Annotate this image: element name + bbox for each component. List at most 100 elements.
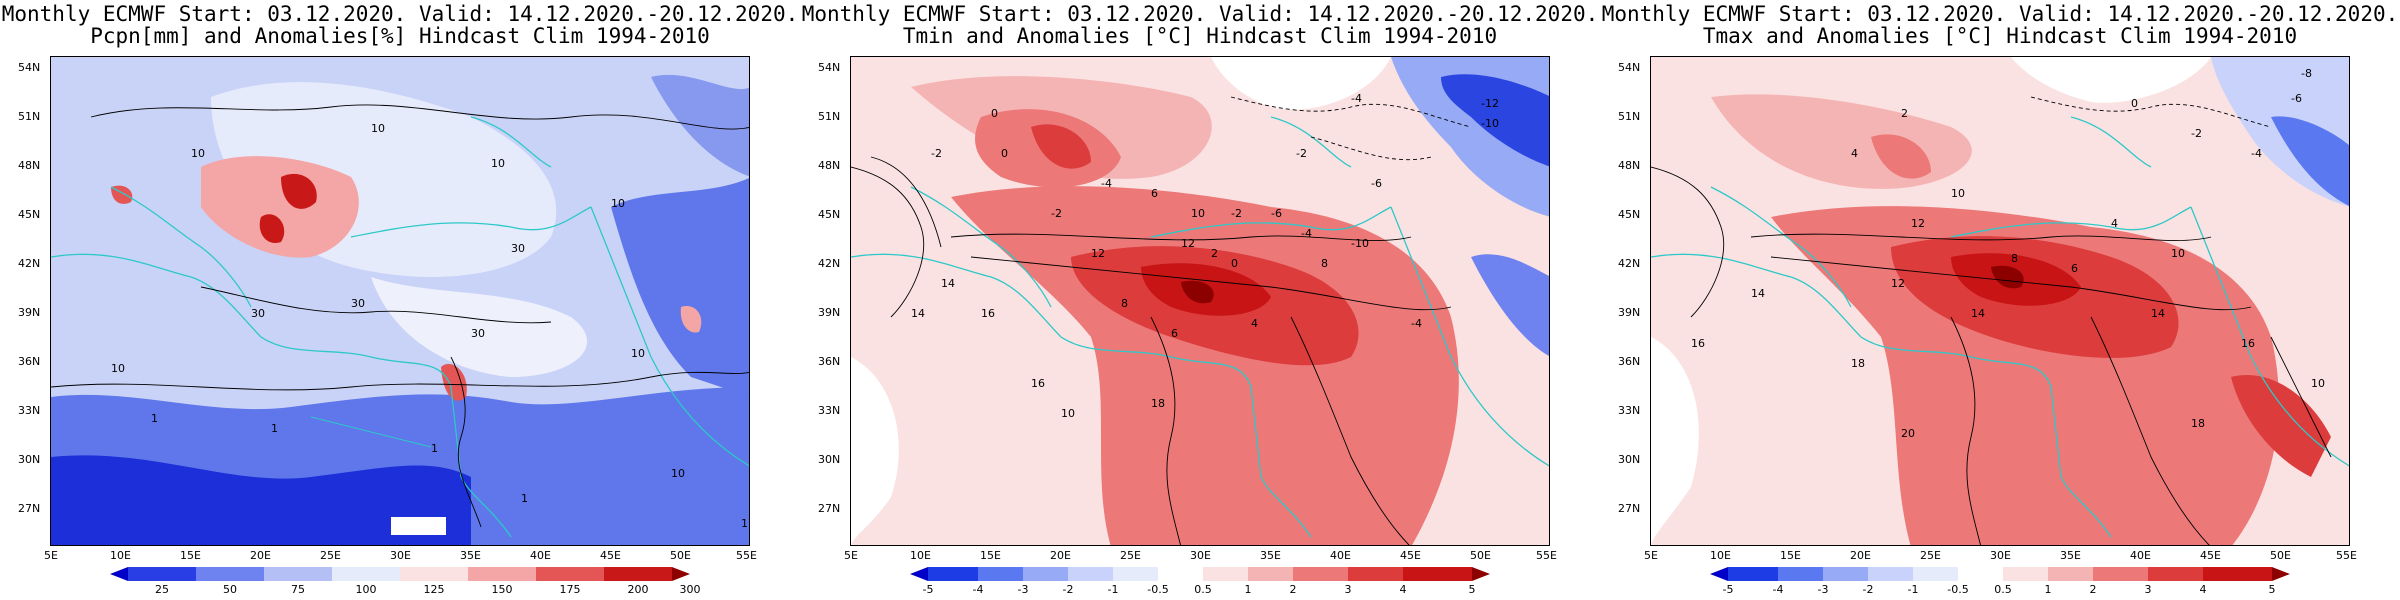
- contour-label: -6: [1271, 207, 1282, 220]
- lat-label: 42N: [18, 257, 41, 270]
- lon-label: 15E: [980, 549, 1001, 562]
- panel-title-line2: Pcpn[mm] and Anomalies[%] Hindcast Clim …: [90, 24, 710, 48]
- lon-label: 5E: [44, 549, 58, 562]
- colorbar-label: 3: [2144, 583, 2152, 596]
- contour-label: -4: [1301, 227, 1312, 240]
- colorbar-label: 5: [2268, 583, 2276, 596]
- lat-label: 45N: [18, 208, 41, 221]
- contour-label: 30: [471, 327, 485, 340]
- lon-label: 30E: [390, 549, 411, 562]
- colorbar-label: -1: [1907, 583, 1919, 596]
- contour-label: 10: [1191, 207, 1205, 220]
- colorbar-label: 4: [1399, 583, 1407, 596]
- lat-label: 39N: [818, 306, 841, 319]
- contour-label: 10: [2171, 247, 2185, 260]
- colorbar: [110, 567, 690, 581]
- contour-label: -6: [2291, 92, 2302, 105]
- contour-label: 4: [1851, 147, 1858, 160]
- colorbar-label: 50: [223, 583, 237, 596]
- lon-label: 45E: [600, 549, 621, 562]
- contour-label: 30: [511, 242, 525, 255]
- tmax-map[interactable]: 0 -2 -4 -6 -8 2 4 10 12 14 16 18 20 12 1…: [1650, 56, 2350, 546]
- panel-title-line1: Monthly ECMWF Start: 03.12.2020. Valid: …: [1601, 2, 2399, 26]
- lat-label: 42N: [1618, 257, 1641, 270]
- contour-label: 18: [1151, 397, 1165, 410]
- contour-label: 12: [1891, 277, 1905, 290]
- lat-label: 36N: [18, 355, 41, 368]
- panel-precipitation: Monthly ECMWF Start: 03.12.2020. Valid: …: [0, 0, 800, 600]
- contour-label: -2: [1051, 207, 1062, 220]
- contour-label: -2: [1296, 147, 1307, 160]
- contour-label: -2: [2191, 127, 2202, 140]
- colorbar-label: -1: [1107, 583, 1119, 596]
- colorbar-label: 125: [423, 583, 445, 596]
- contour-label: 14: [911, 307, 925, 320]
- lon-label: 20E: [1050, 549, 1071, 562]
- contour-label: 6: [2071, 262, 2078, 275]
- lon-label: 50E: [1470, 549, 1491, 562]
- contour-label: 2: [1901, 107, 1908, 120]
- contour-label: 12: [1911, 217, 1925, 230]
- lon-label: 35E: [460, 549, 481, 562]
- colorbar-label: -0.5: [1147, 583, 1169, 596]
- contour-label: 10: [191, 147, 205, 160]
- contour-label: 16: [981, 307, 995, 320]
- contour-label: 10: [631, 347, 645, 360]
- lat-label: 54N: [818, 61, 841, 74]
- contour-label: 2: [1211, 247, 1218, 260]
- contour-label: -4: [1351, 92, 1362, 105]
- colorbar-label: 150: [491, 583, 513, 596]
- contour-label: 20: [1901, 427, 1915, 440]
- contour-label: 0: [2131, 97, 2138, 110]
- contour-label: 12: [1181, 237, 1195, 250]
- contour-label: 0: [991, 107, 998, 120]
- lon-label: 30E: [1990, 549, 2011, 562]
- lat-label: 27N: [1618, 502, 1641, 515]
- contour-label: 14: [1751, 287, 1765, 300]
- colorbar-label: 0.5: [1194, 583, 1212, 596]
- lon-label: 15E: [1780, 549, 1801, 562]
- lat-label: 51N: [1618, 110, 1641, 123]
- lon-label: 45E: [2200, 549, 2221, 562]
- lat-label: 48N: [18, 159, 41, 172]
- lat-label: 42N: [818, 257, 841, 270]
- lat-label: 30N: [818, 453, 841, 466]
- colorbar-label: 25: [155, 583, 169, 596]
- tmin-map[interactable]: 0 -2 -4 -6 -12 -10 -2 0 -4 -2 6 10 14 12…: [850, 56, 1550, 546]
- contour-label: 10: [611, 197, 625, 210]
- lon-label: 30E: [1190, 549, 1211, 562]
- contour-label: 12: [1091, 247, 1105, 260]
- lon-label: 15E: [180, 549, 201, 562]
- contour-label: -2: [931, 147, 942, 160]
- lon-label: 50E: [2270, 549, 2291, 562]
- lat-label: 54N: [1618, 61, 1641, 74]
- contour-label: 8: [2011, 252, 2018, 265]
- lat-label: 36N: [1618, 355, 1641, 368]
- contour-label: 16: [2241, 337, 2255, 350]
- colorbar-label: 0.5: [1994, 583, 2012, 596]
- colorbar-label: 1: [2044, 583, 2052, 596]
- colorbar-label: 100: [355, 583, 377, 596]
- contour-label: 6: [1171, 327, 1178, 340]
- contour-label: 8: [1321, 257, 1328, 270]
- contour-label: 10: [111, 362, 125, 375]
- colorbar-label: -5: [922, 583, 934, 596]
- contour-label: 16: [1691, 337, 1705, 350]
- lon-label: 35E: [1260, 549, 1281, 562]
- contour-label: 4: [1251, 317, 1258, 330]
- panel-title-line1: Monthly ECMWF Start: 03.12.2020. Valid: …: [801, 2, 1599, 26]
- colorbar-label: 300: [679, 583, 701, 596]
- lon-label: 55E: [736, 549, 757, 562]
- lon-label: 25E: [1120, 549, 1141, 562]
- colorbar-label: -4: [972, 583, 984, 596]
- precipitation-map[interactable]: 10 10 10 30 30 30 10 1 1 1 10 10 1 1 30 …: [50, 56, 750, 546]
- lat-label: 45N: [818, 208, 841, 221]
- contour-label: -8: [2301, 67, 2312, 80]
- contour-label: 30: [351, 297, 365, 310]
- lat-label: 51N: [818, 110, 841, 123]
- colorbar-label: -3: [1817, 583, 1829, 596]
- colorbar-label: 2: [2089, 583, 2097, 596]
- lon-label: 55E: [1536, 549, 1557, 562]
- contour-label: 10: [491, 157, 505, 170]
- lon-label: 50E: [670, 549, 691, 562]
